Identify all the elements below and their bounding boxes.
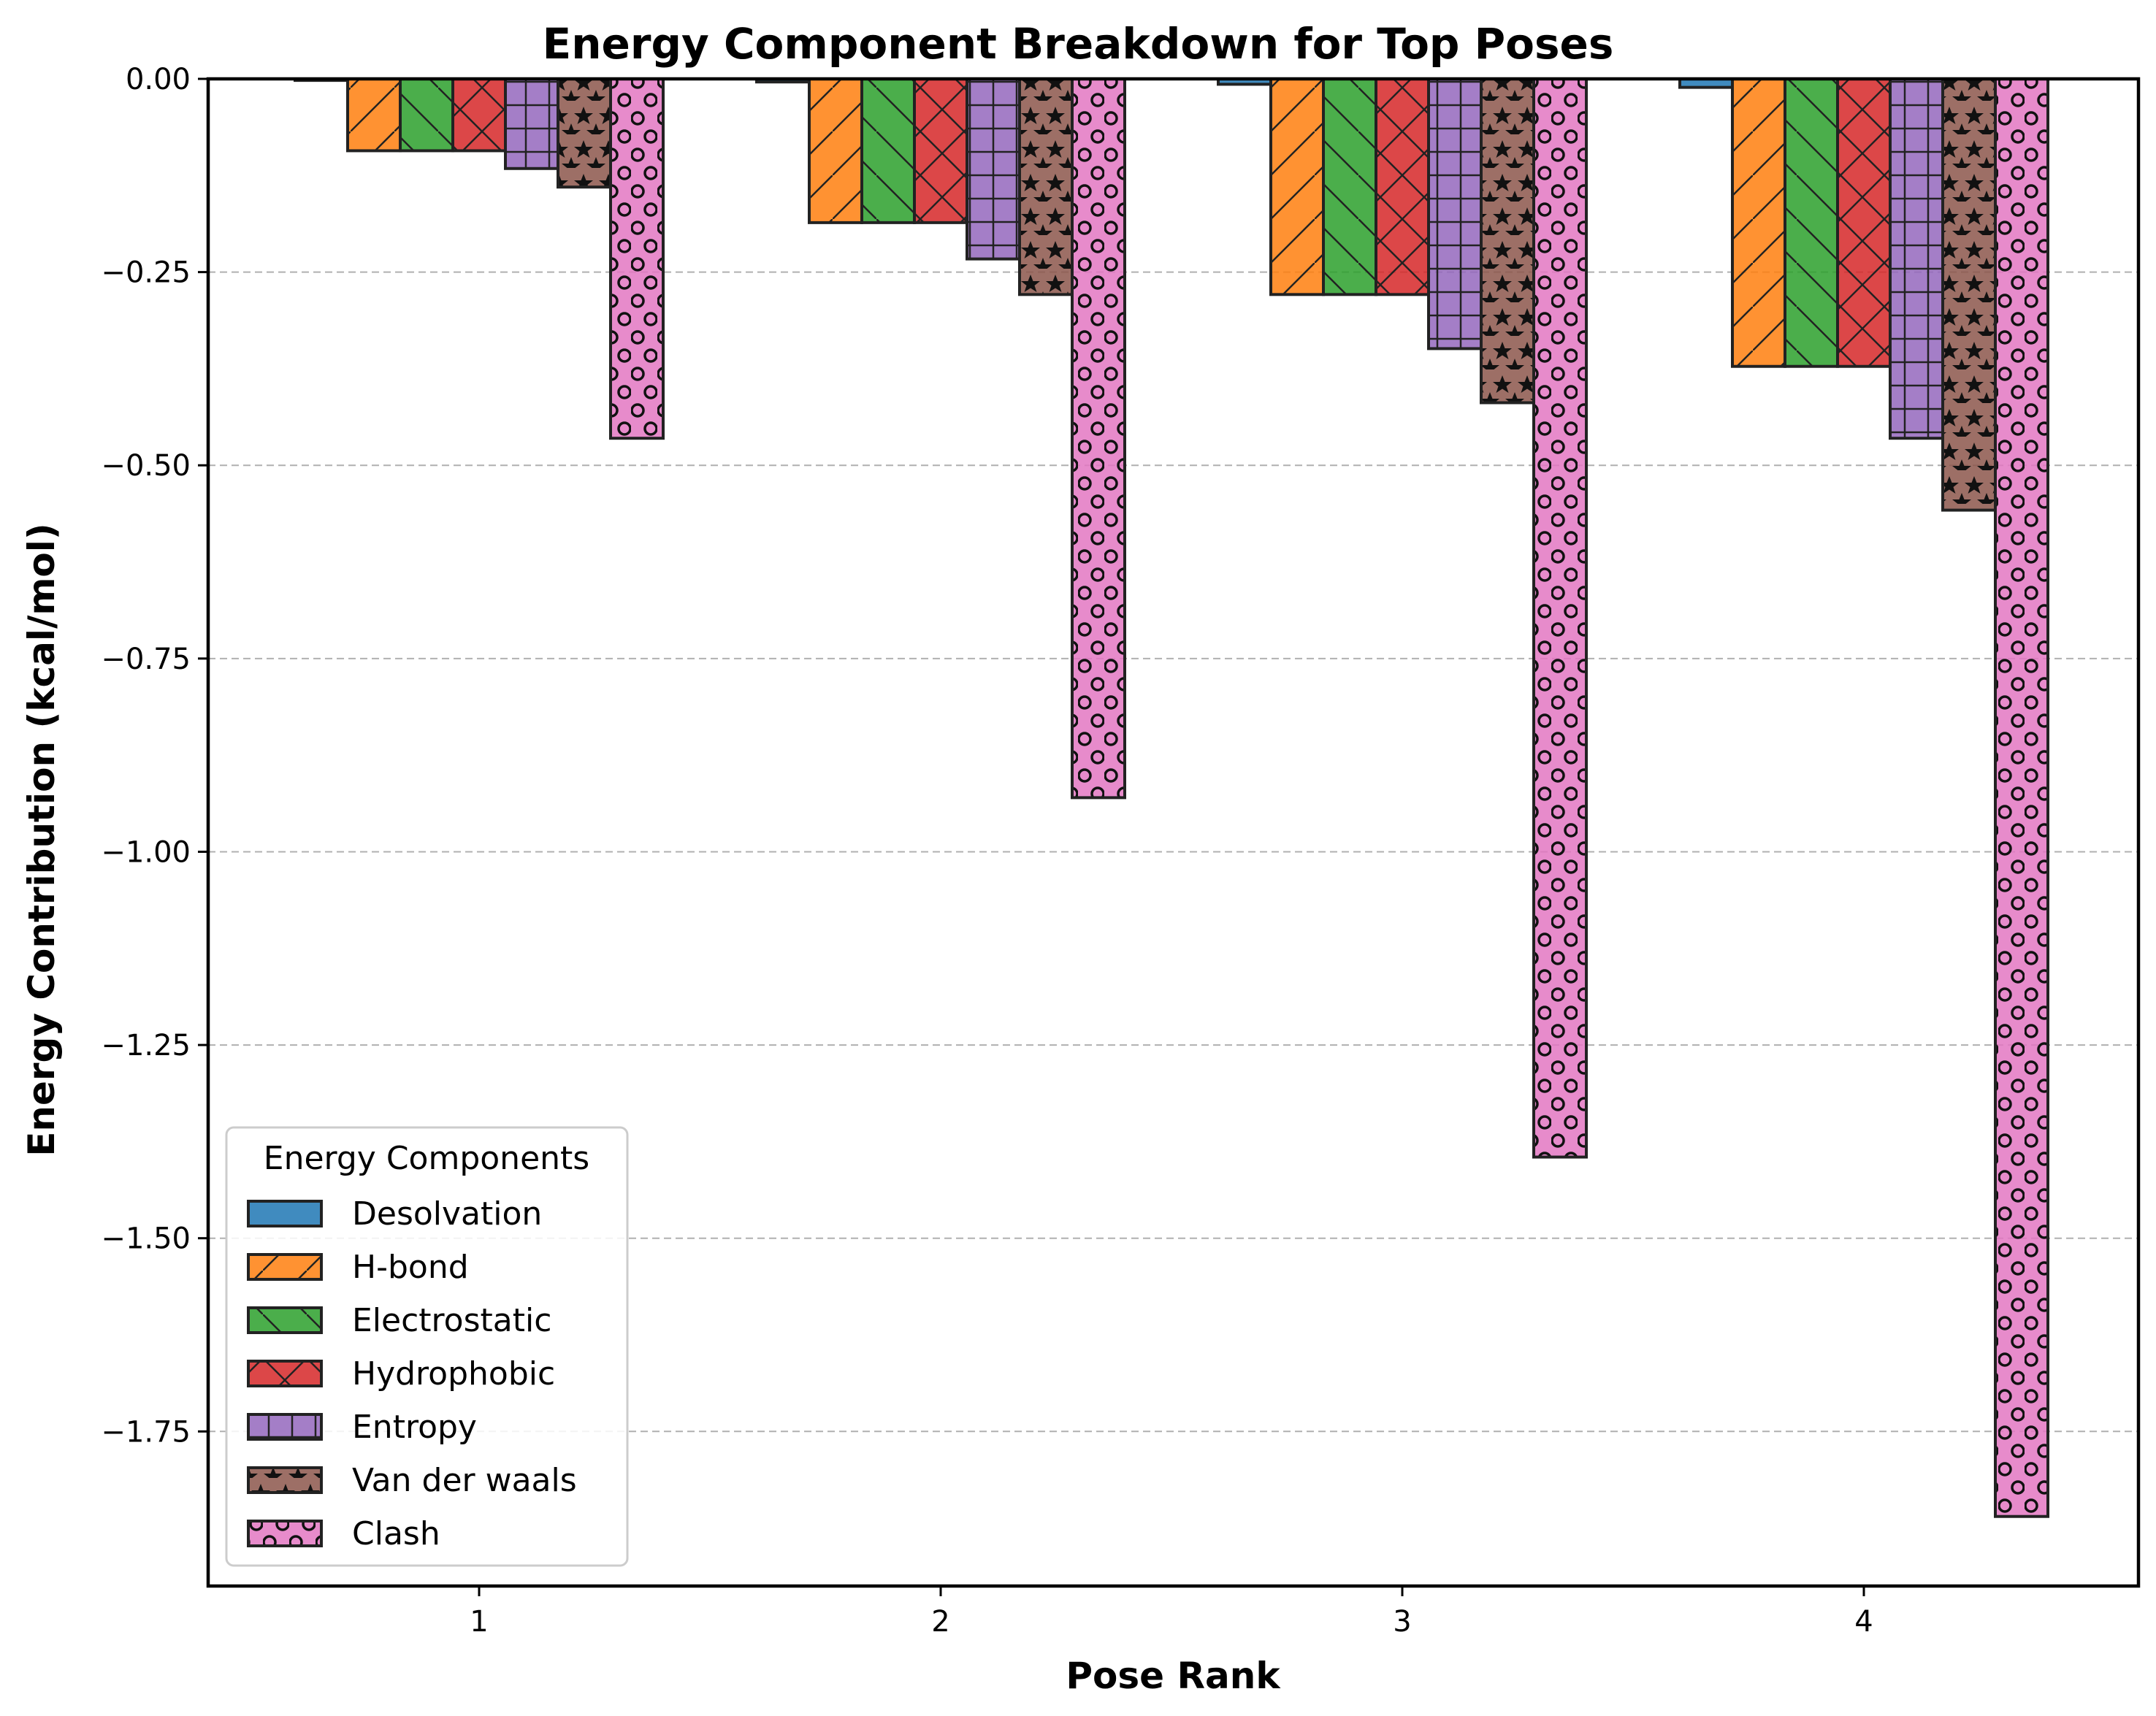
bar-hatch xyxy=(967,79,1020,259)
legend-swatch-hatch xyxy=(248,1521,321,1546)
legend-item-clash: Clash xyxy=(247,1515,440,1552)
bar-hatch xyxy=(1020,79,1072,295)
legend-swatch-outline xyxy=(247,1413,323,1441)
legend: Energy Components Desolvation H-bond Elect… xyxy=(225,1126,629,1567)
legend-label: Entropy xyxy=(352,1409,477,1446)
legend-label: Clash xyxy=(352,1515,440,1552)
bar-hatch xyxy=(1323,79,1376,295)
legend-item-electrostatic: Electrostatic xyxy=(247,1302,551,1339)
bar-hatch xyxy=(914,79,967,223)
legend-swatch-outline xyxy=(247,1360,323,1387)
y-tick-label: −0.50 xyxy=(101,449,191,483)
x-tick-label: 3 xyxy=(1393,1605,1411,1639)
legend-title: Energy Components xyxy=(264,1140,589,1177)
legend-label: Hydrophobic xyxy=(352,1355,555,1393)
legend-swatch-hatch xyxy=(248,1361,321,1386)
bar-hatch xyxy=(862,79,914,223)
x-axis-label: Pose Rank xyxy=(1066,1655,1281,1697)
legend-swatch-outline xyxy=(247,1306,323,1334)
legend-label: Van der waals xyxy=(352,1462,577,1499)
bar-hatch xyxy=(1072,79,1125,798)
legend-label: Electrostatic xyxy=(352,1302,551,1339)
bar-hatch xyxy=(809,79,862,223)
legend-swatch-hatch xyxy=(248,1308,321,1333)
legend-swatch-outline xyxy=(247,1466,323,1494)
legend-swatch-hatch xyxy=(248,1468,321,1493)
legend-swatch-hatch xyxy=(248,1414,321,1439)
bar-hatch xyxy=(348,79,400,151)
bar-desolvation-3 xyxy=(1218,79,1271,85)
bar-hatch xyxy=(558,79,611,188)
chart-title: Energy Component Breakdown for Top Poses xyxy=(543,19,1614,69)
bar-hatch xyxy=(1785,79,1838,367)
y-tick-label: −1.50 xyxy=(101,1222,191,1256)
bar-hatch xyxy=(1534,79,1586,1157)
legend-swatch-outline xyxy=(247,1200,323,1227)
y-axis-label: Energy Contribution (kcal/mol) xyxy=(20,523,63,1157)
x-tick-label: 1 xyxy=(470,1605,488,1639)
legend-item-h-bond: H-bond xyxy=(247,1249,469,1286)
bars xyxy=(294,77,2049,1518)
bar-hatch xyxy=(453,79,505,151)
legend-label: H-bond xyxy=(352,1249,469,1286)
legend-swatch-hatch xyxy=(248,1255,321,1279)
legend-swatch-outline xyxy=(247,1253,323,1281)
bar-hatch xyxy=(505,79,558,169)
y-tick-label: −0.75 xyxy=(101,643,191,676)
legend-label: Desolvation xyxy=(352,1195,542,1233)
bar-hatch xyxy=(1732,79,1785,367)
x-tick-label: 2 xyxy=(931,1605,949,1639)
y-axis-ticks: 0.00 −0.25 −0.50 −0.75 −1.00 −1.25 −1.50 −1.75 xyxy=(101,63,208,1449)
bar-hatch xyxy=(1429,79,1481,349)
bar-hatch xyxy=(400,79,453,151)
bar-desolvation-4 xyxy=(1680,79,1732,88)
bar-hatch xyxy=(1838,79,1890,367)
legend-item-desolvation: Desolvation xyxy=(247,1195,542,1233)
y-tick-label: −1.75 xyxy=(101,1415,191,1449)
bar-hatch xyxy=(1890,79,1943,439)
bar-hatch xyxy=(1271,79,1323,295)
bar-hatch xyxy=(1481,79,1534,403)
legend-box xyxy=(225,1126,629,1567)
legend-item-entropy: Entropy xyxy=(247,1409,477,1446)
y-tick-label: −1.00 xyxy=(101,835,191,869)
bar-hatch xyxy=(1376,79,1429,295)
legend-swatch xyxy=(248,1201,321,1226)
legend-item-hydrophobic: Hydrophobic xyxy=(247,1355,555,1393)
legend-swatch-outline xyxy=(247,1520,323,1547)
y-tick-label: 0.00 xyxy=(126,63,191,96)
x-axis-ticks: 1 2 3 4 xyxy=(470,1586,1873,1639)
legend-item-van-der-waals: Van der waals xyxy=(247,1462,577,1499)
y-tick-label: −1.25 xyxy=(101,1029,191,1062)
y-tick-label: −0.25 xyxy=(101,256,191,290)
x-tick-label: 4 xyxy=(1854,1605,1873,1639)
plot-frame xyxy=(206,77,2141,1588)
bar-hatch xyxy=(1995,79,2048,1517)
bar-hatch xyxy=(1943,79,1995,510)
bar-hatch xyxy=(611,79,663,439)
